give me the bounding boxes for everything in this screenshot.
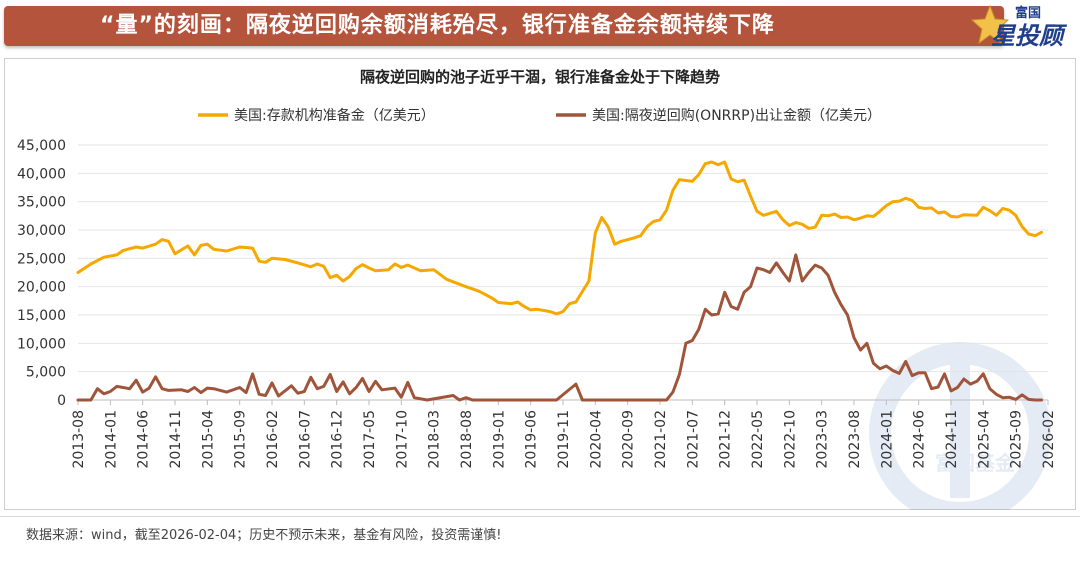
fuguo-logo: 富国 星投顾 bbox=[965, 2, 1077, 50]
y-tick-label: 25,000 bbox=[17, 251, 66, 267]
y-tick-label: 45,000 bbox=[17, 138, 66, 154]
x-tick-label: 2020-04 bbox=[588, 410, 604, 469]
x-tick-label: 2019-01 bbox=[491, 410, 507, 469]
y-tick-label: 15,000 bbox=[17, 308, 66, 324]
legend-label-reserves: 美国:存款机构准备金（亿美元） bbox=[234, 107, 435, 124]
title-banner: “量”的刻画：隔夜逆回购余额消耗殆尽，银行准备金余额持续下降 bbox=[4, 6, 1004, 46]
y-tick-label: 20,000 bbox=[17, 280, 66, 296]
x-tick-label: 2024-01 bbox=[879, 410, 895, 469]
footer-divider bbox=[0, 516, 1080, 517]
grid bbox=[78, 144, 1048, 373]
x-tick-label: 2021-12 bbox=[718, 410, 734, 469]
x-tick-label: 2016-02 bbox=[265, 410, 281, 469]
y-tick-label: 40,000 bbox=[17, 166, 66, 182]
data-source-note: 数据来源：wind，截至2026-02-04；历史不预示未来，基金有风险，投资需… bbox=[26, 528, 502, 543]
x-tick-label: 2025-09 bbox=[1009, 410, 1025, 469]
x-tick-label: 2014-06 bbox=[136, 410, 152, 469]
x-tick-label: 2017-05 bbox=[362, 410, 378, 469]
x-tick-label: 2018-08 bbox=[459, 410, 475, 469]
series-lines bbox=[76, 160, 1043, 402]
x-tick-label: 2016-07 bbox=[297, 410, 313, 469]
x-tick-label: 2023-03 bbox=[815, 410, 831, 469]
y-tick-label: 35,000 bbox=[17, 195, 66, 211]
x-tick-label: 2025-04 bbox=[976, 410, 992, 469]
banner-title: “量”的刻画：隔夜逆回购余额消耗殆尽，银行准备金余额持续下降 bbox=[100, 13, 775, 38]
x-tick-label: 2021-02 bbox=[653, 410, 669, 469]
x-tick-label: 2024-06 bbox=[912, 410, 928, 469]
x-tick-label: 2015-04 bbox=[200, 410, 216, 469]
x-tick-label: 2015-09 bbox=[233, 410, 249, 469]
legend: 美国:存款机构准备金（亿美元） 美国:隔夜逆回购(ONRRP)出让金额（亿美元） bbox=[198, 107, 881, 124]
x-tick-label: 2019-11 bbox=[556, 410, 572, 469]
x-axis: 2013-08 2014-01 2014-06 2014-11 2015-04 2015-… bbox=[71, 399, 1057, 469]
x-tick-label: 2020-09 bbox=[621, 410, 637, 469]
x-tick-label: 2019-06 bbox=[524, 410, 540, 469]
logo-big-text: 星投顾 bbox=[991, 22, 1063, 50]
chart-title: 隔夜逆回购的池子近乎干涸，银行准备金处于下降趋势 bbox=[360, 68, 720, 86]
x-tick-label: 2014-01 bbox=[103, 410, 119, 469]
watermark-logo: 富国基金 bbox=[869, 342, 1051, 510]
x-tick-label: 2018-03 bbox=[427, 410, 443, 469]
y-tick-label: 10,000 bbox=[17, 336, 66, 352]
x-tick-label: 2022-05 bbox=[750, 410, 766, 469]
x-tick-label: 2022-10 bbox=[782, 410, 798, 469]
star-icon bbox=[971, 4, 1009, 45]
legend-label-rrp: 美国:隔夜逆回购(ONRRP)出让金额（亿美元） bbox=[592, 108, 881, 124]
watermark-text: 富国基金 bbox=[935, 451, 1016, 475]
rrp-series-line bbox=[76, 253, 1043, 402]
reserves-series-line bbox=[76, 160, 1043, 316]
y-axis: 0 5,000 10,000 15,000 20,000 25,000 30,000 35,0… bbox=[17, 138, 66, 409]
y-tick-label: 0 bbox=[57, 393, 66, 409]
logo-small-text: 富国 bbox=[1015, 6, 1042, 21]
x-tick-label: 2014-11 bbox=[168, 410, 184, 469]
x-tick-label: 2013-08 bbox=[71, 410, 87, 469]
x-tick-label: 2021-07 bbox=[685, 410, 701, 469]
x-tick-label: 2017-10 bbox=[394, 410, 410, 469]
chart-frame bbox=[4, 58, 1076, 510]
x-tick-label: 2024-11 bbox=[944, 410, 960, 469]
x-tick-label: 2016-12 bbox=[330, 410, 346, 469]
x-tick-label: 2026-02 bbox=[1041, 410, 1057, 469]
line-chart: 富国基金 隔夜逆回购的池子近乎干涸，银行准备金处于下降趋势 美国:存款机构准备金… bbox=[17, 68, 1057, 510]
y-tick-label: 30,000 bbox=[17, 223, 66, 239]
y-tick-label: 5,000 bbox=[26, 365, 66, 381]
x-tick-label: 2023-08 bbox=[847, 410, 863, 469]
